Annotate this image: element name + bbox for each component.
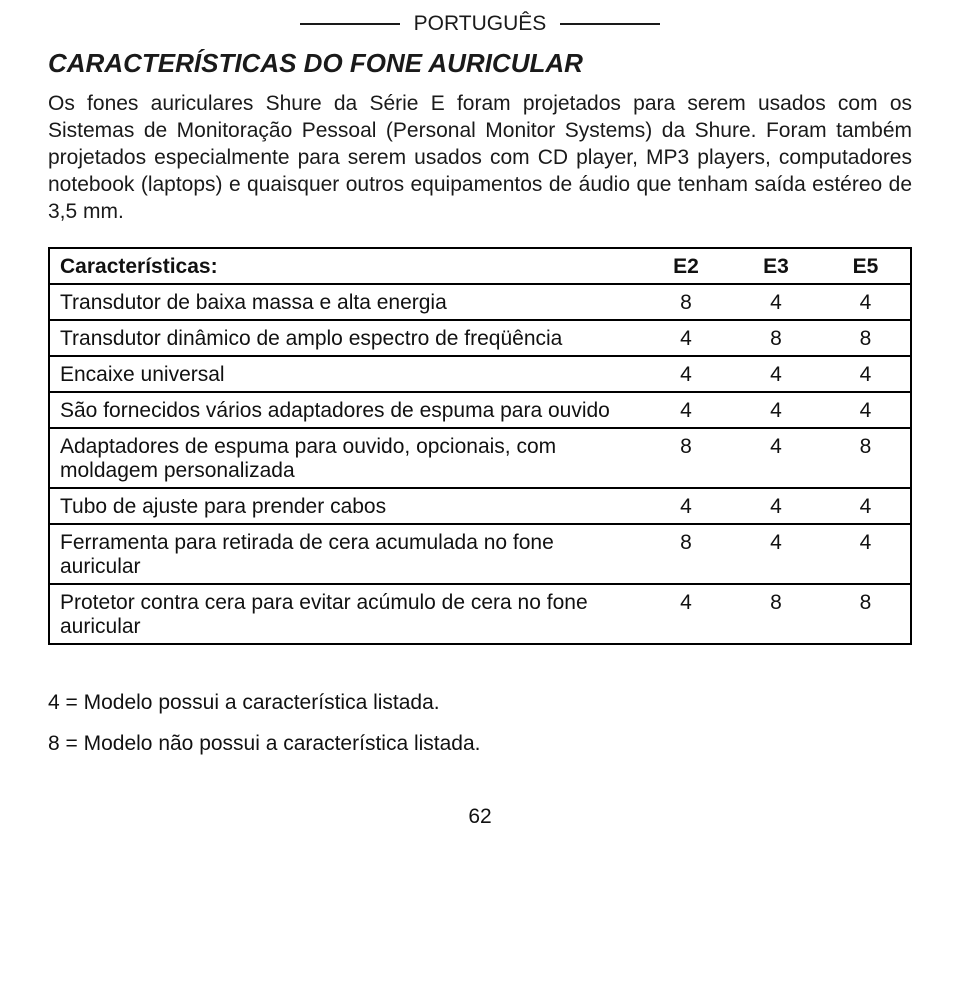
row-label: Adaptadores de espuma para ouvido, opcio… [49,428,641,488]
table-row: Protetor contra cera para evitar acúmulo… [49,584,911,644]
row-cell: 8 [821,584,911,644]
header-label: Características: [49,248,641,284]
header-col-e3: E3 [731,248,821,284]
row-cell: 4 [641,392,731,428]
row-cell: 8 [821,320,911,356]
row-label: Protetor contra cera para evitar acúmulo… [49,584,641,644]
row-cell: 4 [821,392,911,428]
language-banner: PORTUGUÊS [48,12,912,36]
row-cell: 8 [641,428,731,488]
table-header-row: Características: E2 E3 E5 [49,248,911,284]
row-cell: 4 [731,428,821,488]
row-label: Ferramenta para retirada de cera acumula… [49,524,641,584]
row-cell: 4 [821,488,911,524]
row-cell: 8 [641,524,731,584]
row-cell: 8 [731,584,821,644]
table-row: Adaptadores de espuma para ouvido, opcio… [49,428,911,488]
table-row: Tubo de ajuste para prender cabos 4 4 4 [49,488,911,524]
legend-line-not: 8 = Modelo não possui a característica l… [48,724,912,765]
row-label: São fornecidos vários adaptadores de esp… [49,392,641,428]
row-cell: 4 [731,524,821,584]
row-cell: 4 [641,488,731,524]
page-number: 62 [48,805,912,829]
table-row: Ferramenta para retirada de cera acumula… [49,524,911,584]
row-cell: 4 [821,524,911,584]
features-table: Características: E2 E3 E5 Transdutor de … [48,247,912,645]
intro-paragraph: Os fones auriculares Shure da Série E fo… [48,91,912,225]
row-label: Tubo de ajuste para prender cabos [49,488,641,524]
table-row: São fornecidos vários adaptadores de esp… [49,392,911,428]
row-cell: 4 [641,584,731,644]
row-label: Transdutor de baixa massa e alta energia [49,284,641,320]
table-row: Transdutor dinâmico de amplo espectro de… [49,320,911,356]
row-label: Encaixe universal [49,356,641,392]
row-cell: 4 [641,320,731,356]
row-cell: 8 [641,284,731,320]
intro-text: Os fones auriculares Shure da Série E fo… [48,91,912,225]
table-row: Encaixe universal 4 4 4 [49,356,911,392]
rule-left [300,23,400,25]
legend-line-has: 4 = Modelo possui a característica lista… [48,683,912,724]
row-cell: 4 [821,284,911,320]
document-page: PORTUGUÊS CARACTERÍSTICAS DO FONE AURICU… [0,0,960,869]
row-cell: 8 [731,320,821,356]
table-row: Transdutor de baixa massa e alta energia… [49,284,911,320]
header-col-e2: E2 [641,248,731,284]
row-cell: 8 [821,428,911,488]
row-cell: 4 [731,356,821,392]
header-col-e5: E5 [821,248,911,284]
row-cell: 4 [731,284,821,320]
section-title: CARACTERÍSTICAS DO FONE AURICULAR [48,48,912,79]
row-cell: 4 [731,488,821,524]
legend: 4 = Modelo possui a característica lista… [48,683,912,765]
row-cell: 4 [731,392,821,428]
row-label: Transdutor dinâmico de amplo espectro de… [49,320,641,356]
rule-right [560,23,660,25]
language-label: PORTUGUÊS [414,12,547,36]
row-cell: 4 [821,356,911,392]
row-cell: 4 [641,356,731,392]
